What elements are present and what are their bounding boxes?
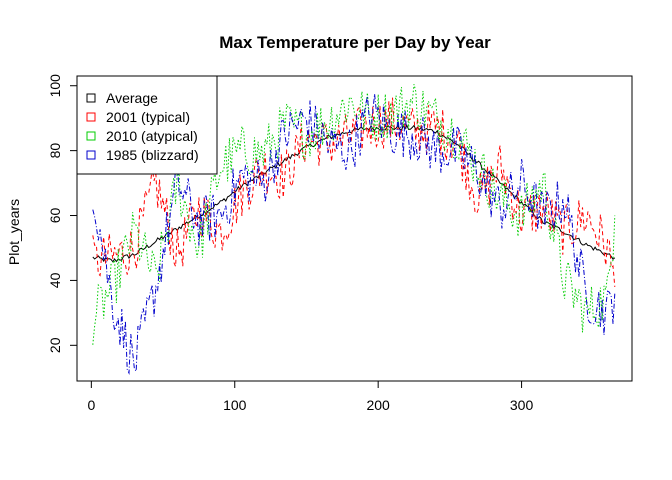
series-line-3 bbox=[92, 84, 616, 345]
legend-swatch bbox=[86, 131, 96, 141]
y-tick-label: 40 bbox=[47, 272, 63, 288]
y-tick-label: 60 bbox=[47, 208, 63, 224]
y-tick-label: 100 bbox=[47, 74, 63, 98]
legend-box bbox=[76, 75, 218, 175]
legend-swatch bbox=[86, 150, 96, 160]
legend-label: 1985 (blizzard) bbox=[106, 147, 199, 163]
x-tick-label: 300 bbox=[510, 397, 534, 413]
legend-swatch bbox=[86, 112, 96, 122]
x-tick-label: 0 bbox=[87, 397, 95, 413]
series-line-4 bbox=[92, 93, 616, 375]
series-layer bbox=[92, 84, 616, 375]
legend: Average 2001 (typical) 2010 (atypical) 1985… bbox=[76, 75, 218, 175]
legend-label: 2010 (atypical) bbox=[106, 128, 198, 144]
series-line-2 bbox=[92, 97, 616, 287]
y-tick-label: 20 bbox=[47, 337, 63, 353]
chart-title: Max Temperature per Day by Year bbox=[219, 33, 491, 52]
x-tick-label: 200 bbox=[366, 397, 390, 413]
legend-swatch bbox=[86, 93, 96, 103]
legend-label: Average bbox=[106, 90, 158, 106]
x-axis: 0 100 200 300 bbox=[87, 380, 534, 413]
y-axis-label: Plot_years bbox=[6, 199, 22, 265]
y-axis: 20 40 60 80 100 bbox=[47, 74, 78, 353]
y-tick-label: 80 bbox=[47, 143, 63, 159]
legend-label: 2001 (typical) bbox=[106, 109, 190, 125]
x-tick-label: 100 bbox=[223, 397, 247, 413]
